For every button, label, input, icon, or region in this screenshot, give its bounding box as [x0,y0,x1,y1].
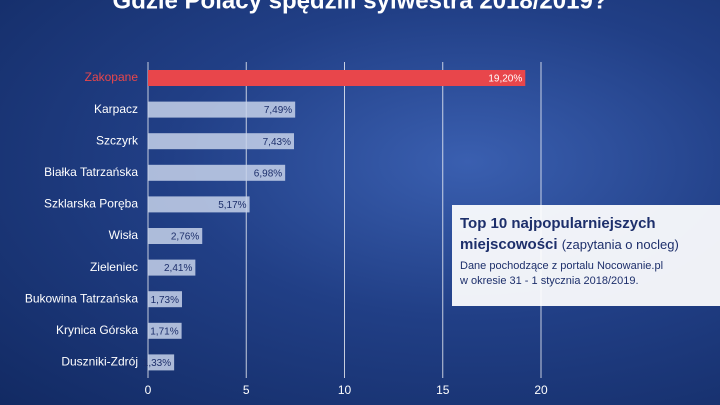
x-tick-label: 0 [145,383,152,397]
bar [148,196,250,213]
value-label: 1,71% [150,326,178,337]
value-label: 6,98% [254,168,282,179]
y-tick-label: Bukowina Tatrzańska [25,291,139,305]
value-label: 7,49% [264,105,292,116]
bar [148,259,196,276]
y-tick-label: Szczyrk [96,133,139,147]
info-line: Dane pochodzące z portalu Nocowanie.pl [460,260,664,272]
chart-title: Gdzie Polacy spędzili sylwestra 2018/201… [113,0,608,14]
info-line: w okresie 31 - 1 stycznia 2018/2019. [460,275,639,287]
info-box: Top 10 najpopularniejszych miejscowości … [452,205,720,306]
y-tick-label: Szklarska Poręba [44,197,138,211]
y-tick-label: Krynica Górska [56,323,138,337]
value-label: 2,76% [171,232,199,243]
value-label: 1,33% [143,358,171,369]
bar [148,101,296,118]
x-tick-label: 15 [436,383,450,397]
y-tick-label: Wisła [109,228,139,242]
x-tick-label: 5 [243,383,250,397]
bar [148,133,294,150]
value-label: 19,20% [488,74,522,85]
bar [148,354,175,371]
info-lines: Dane pochodzące z portalu Nocowanie.pl w… [460,259,712,289]
value-label: 7,43% [263,137,291,148]
info-title: Top 10 najpopularniejszych miejscowości … [460,213,712,255]
bar [148,291,182,308]
bar [148,228,203,244]
bar [148,322,182,339]
y-tick-label: Zakopane [85,70,139,84]
info-subtitle: (zapytania o nocleg) [561,237,679,252]
value-label: 5,17% [218,200,246,211]
x-tick-label: 10 [338,383,352,397]
y-tick-label: Duszniki-Zdrój [61,355,138,369]
bar [148,70,526,86]
bar [148,164,286,181]
x-tick-label: 20 [534,383,548,397]
info-title-text: Top 10 najpopularniejszych miejscowości [460,215,656,253]
value-label: 2,41% [164,263,192,274]
value-label: 1,73% [151,295,179,306]
y-tick-label: Zieleniec [90,260,138,274]
y-tick-label: Karpacz [94,102,138,116]
y-tick-label: Białka Tatrzańska [44,165,138,179]
